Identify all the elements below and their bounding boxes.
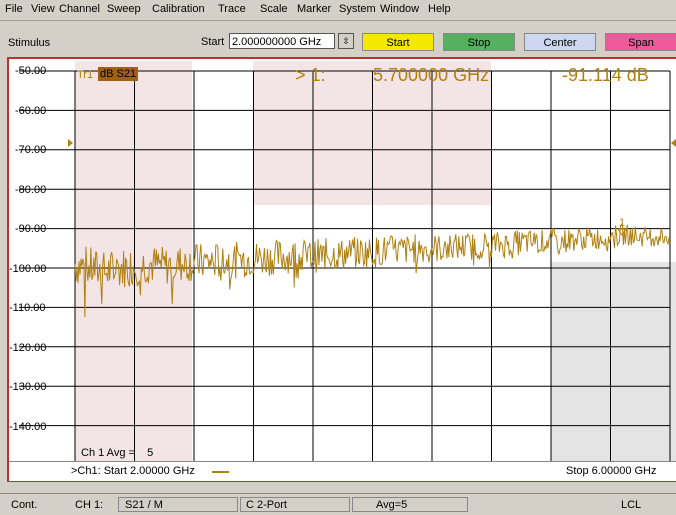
stimulus-label: Stimulus bbox=[8, 37, 51, 49]
y-axis-label: -120.00 bbox=[9, 341, 47, 354]
ref-arrow-icon bbox=[68, 139, 73, 147]
menu-sweep[interactable]: Sweep bbox=[107, 3, 141, 15]
measurement-display: 1 -50.00 -60.00 -70.00 -80.00 -90.00 -100.00 -… bbox=[7, 57, 676, 482]
menu-scale[interactable]: Scale bbox=[260, 3, 288, 15]
marker-index: > 1: bbox=[295, 65, 326, 85]
ref-arrow-icon bbox=[671, 139, 676, 147]
spin-arrows-icon[interactable]: ⇳ bbox=[338, 33, 354, 49]
local-indicator: LCL bbox=[621, 499, 642, 511]
menu-channel[interactable]: Channel bbox=[59, 3, 100, 15]
trace-legend-swatch bbox=[212, 471, 229, 473]
marker-frequency: 5.700000 GHz bbox=[373, 65, 490, 85]
trace-plot: 1 bbox=[9, 59, 676, 480]
span-button[interactable]: Span bbox=[605, 33, 676, 51]
stop-button[interactable]: Stop bbox=[443, 33, 515, 51]
center-button[interactable]: Center bbox=[524, 33, 596, 51]
menu-window[interactable]: Window bbox=[380, 3, 420, 15]
start-field-label: Start bbox=[201, 36, 225, 48]
parameter-text: S21 / M bbox=[125, 499, 163, 511]
y-axis-label: -110.00 bbox=[9, 302, 46, 314]
cal-box bbox=[240, 497, 350, 512]
dimmed-region bbox=[551, 262, 676, 478]
menu-view[interactable]: View bbox=[31, 3, 55, 15]
channel-footer: >Ch1: Start 2.00000 GHz Stop 6.00000 GHz bbox=[9, 461, 676, 481]
menu-trace[interactable]: Trace bbox=[218, 3, 246, 15]
stimulus-toolbar: Stimulus Start 2.000000000 GHz ⇳ Start S… bbox=[0, 28, 676, 54]
y-axis-label: -70.00 bbox=[15, 144, 47, 156]
y-axis-label: -60.00 bbox=[15, 104, 47, 117]
y-axis-label: -100.00 bbox=[9, 262, 47, 275]
trace-format: dB S21 bbox=[98, 67, 139, 81]
averaging-text: Avg=5 bbox=[376, 499, 408, 511]
y-axis-label: -90.00 bbox=[15, 223, 47, 235]
avg-box bbox=[352, 497, 468, 512]
y-axis-label: -140.00 bbox=[9, 420, 47, 433]
menu-bar: File View Channel Sweep Calibration Trace Scal… bbox=[0, 0, 676, 21]
trace-label: Tr1 bbox=[77, 69, 94, 81]
marker-flag-label: 1 bbox=[619, 217, 625, 229]
status-bar: Cont. CH 1: S21 / M C 2-Port Avg=5 LCL bbox=[0, 493, 676, 515]
channel-start-text: >Ch1: Start 2.00000 GHz bbox=[71, 465, 195, 477]
param-box bbox=[118, 497, 238, 512]
menu-help[interactable]: Help bbox=[428, 3, 451, 15]
start-frequency-input[interactable]: 2.000000000 GHz bbox=[229, 33, 335, 49]
menu-system[interactable]: System bbox=[339, 3, 376, 15]
trace-line bbox=[74, 223, 671, 318]
menu-calibration[interactable]: Calibration bbox=[152, 3, 205, 15]
menu-marker[interactable]: Marker bbox=[297, 3, 332, 15]
start-button[interactable]: Start bbox=[362, 33, 434, 51]
calibration-text: C 2-Port bbox=[246, 499, 287, 511]
channel-indicator: CH 1: bbox=[75, 499, 104, 511]
y-axis-label: -50.00 bbox=[15, 65, 47, 77]
marker-triangle-icon bbox=[617, 228, 627, 236]
y-axis-label: -130.00 bbox=[9, 381, 47, 393]
avg-label: Ch 1 Avg = 5 bbox=[81, 447, 154, 459]
channel-stop-text: Stop 6.00000 GHz bbox=[566, 465, 657, 477]
marker-value: -91.114 dB bbox=[562, 65, 649, 85]
y-axis-label: -80.00 bbox=[15, 183, 47, 196]
menu-file[interactable]: File bbox=[5, 3, 23, 15]
sweep-mode: Cont. bbox=[11, 499, 38, 511]
